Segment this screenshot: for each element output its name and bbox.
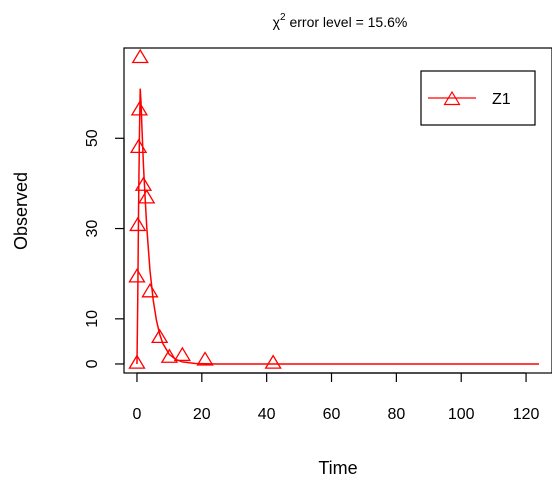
observed-point [134,176,153,191]
observed-point [129,138,148,154]
chart-title-superscript: 2 [280,12,286,23]
chart-title-text: error level = 15.6% [286,14,408,30]
x-tick-label: 60 [323,406,341,423]
chart-title: χ2 error level = 15.6% [273,12,408,30]
x-tick-label: 40 [258,406,276,423]
series-layer [128,48,540,369]
y-tick-label: 30 [84,220,101,238]
observed-point [129,216,147,232]
legend: Z1 [420,70,536,126]
chart-title-symbol: χ [273,14,281,30]
observed-point [128,354,146,369]
observed-point [264,354,282,369]
y-tick-label: 50 [84,129,101,147]
x-tick-label: 120 [513,406,540,423]
observed-point [160,348,179,363]
x-axis-title: Time [318,458,357,478]
observed-point [151,328,169,344]
y-axis-title: Observed [11,172,31,250]
observed-point [130,101,149,116]
x-tick-label: 80 [387,406,405,423]
y-tick-label: 0 [84,359,101,368]
y-axis: 0 10 30 50 [84,129,125,368]
fitted-curve [136,88,540,365]
observed-point [173,346,192,362]
x-tick-label: 100 [448,406,475,423]
x-tick-label: 20 [193,406,211,423]
observed-point [196,351,214,366]
observed-point [131,48,149,64]
x-tick-label: 0 [133,406,142,423]
observed-point [141,283,159,298]
observed-point [138,189,156,204]
legend-triangle-icon [443,90,461,106]
legend-label: Z1 [492,91,511,108]
y-tick-label: 10 [84,310,101,328]
observed-point [128,268,146,283]
x-axis: 0 20 40 60 80 100 120 [133,372,540,423]
